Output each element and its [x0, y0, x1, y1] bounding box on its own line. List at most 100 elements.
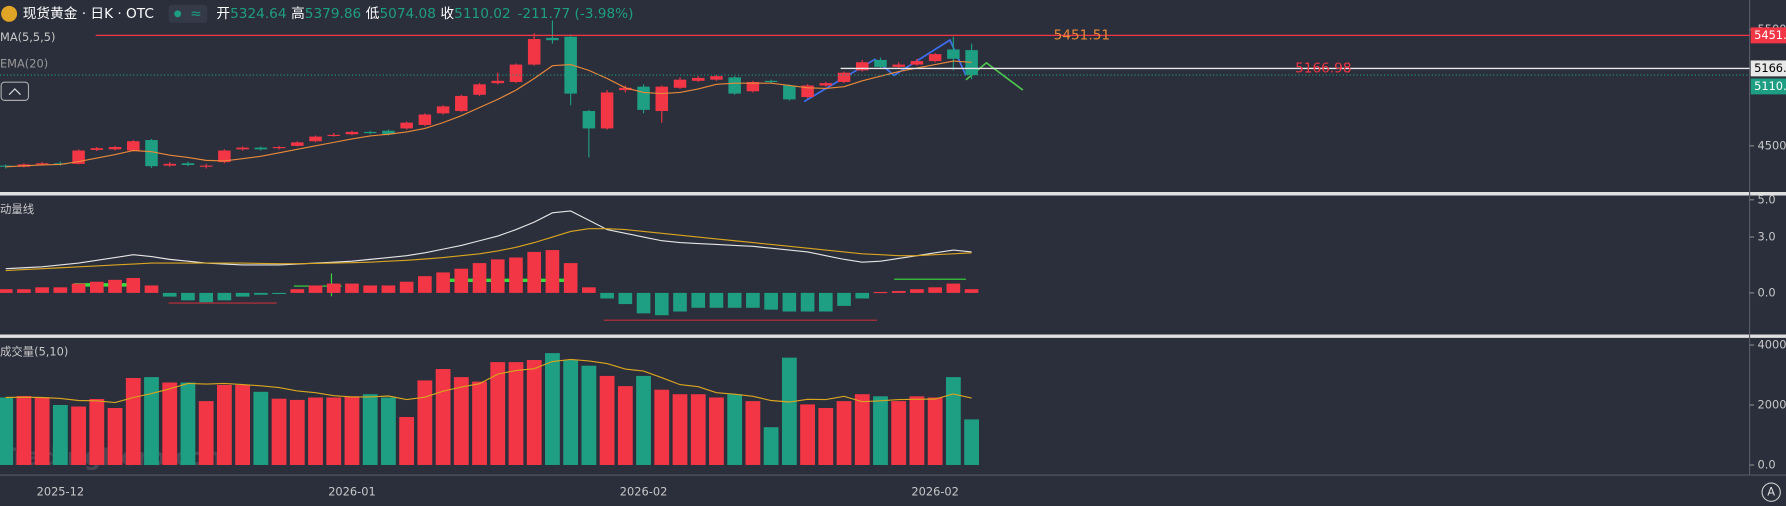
bar: [17, 289, 31, 293]
bar: [690, 394, 706, 465]
candle-body: [837, 72, 851, 82]
status-badge: [168, 4, 208, 23]
bar: [71, 283, 86, 293]
candle-body: [582, 111, 596, 129]
pane-title: 成交量(5,10): [0, 345, 68, 359]
bar: [764, 292, 778, 310]
bar: [472, 263, 487, 293]
bar: [89, 399, 105, 465]
candle-body: [509, 64, 523, 82]
candle-body: [928, 54, 942, 62]
candle-body: [892, 64, 905, 67]
bar: [362, 394, 378, 465]
bar: [289, 399, 305, 465]
bar: [144, 285, 159, 293]
low-value: 5074.08: [379, 6, 435, 22]
bar: [910, 289, 924, 293]
candle-body: [181, 163, 195, 166]
bar: [654, 292, 669, 316]
candle-body: [309, 136, 322, 142]
candle-body: [127, 141, 140, 151]
bar: [125, 378, 141, 465]
bar: [745, 401, 761, 465]
bar: [162, 292, 177, 297]
candle-body: [236, 147, 249, 150]
price-line-label: 5166.98: [1295, 60, 1351, 76]
price-badge-label: 5451.51: [1754, 28, 1786, 42]
candle-body: [473, 84, 486, 95]
bar: [854, 394, 870, 465]
price-badge-label: 5166.98: [1754, 61, 1786, 75]
bar: [271, 398, 287, 465]
candle-body: [965, 50, 978, 76]
bar: [326, 397, 342, 465]
candle-body: [546, 37, 559, 41]
candle-body: [673, 79, 687, 88]
high-label: 高: [291, 5, 305, 22]
bar: [436, 272, 450, 293]
bar: [600, 292, 614, 299]
bar: [399, 281, 414, 293]
x-tick-label: 2026-01: [328, 485, 376, 499]
bar: [599, 375, 615, 465]
bar: [946, 283, 961, 293]
pane-title: MA(5,5,5): [0, 30, 55, 44]
bar: [581, 365, 597, 465]
candle-body: [910, 61, 924, 65]
corner-button[interactable]: [1761, 482, 1781, 502]
bar: [873, 396, 888, 465]
bar: [198, 401, 214, 465]
high-value: 5379.86: [305, 6, 361, 22]
bar: [727, 394, 743, 465]
bar: [345, 283, 359, 293]
y-tick-label: 0.0: [1758, 285, 1776, 299]
candle-body: [35, 163, 49, 165]
y-tick-label: 4500.0: [1758, 138, 1786, 152]
candle-body: [145, 140, 158, 167]
bar: [709, 397, 724, 465]
y-tick-label: 200000: [1758, 398, 1786, 412]
candle-body: [436, 106, 450, 114]
candle-body: [691, 77, 705, 81]
candle-body: [947, 49, 960, 59]
bar: [308, 285, 323, 293]
bar: [272, 292, 286, 295]
candle-body: [291, 142, 304, 146]
candle-body: [655, 86, 669, 112]
candle-body: [855, 62, 869, 71]
candle-body: [54, 163, 67, 165]
bar: [180, 382, 196, 465]
bar: [453, 377, 469, 465]
bar: [618, 292, 633, 305]
candle-body: [455, 95, 468, 112]
bar: [527, 251, 542, 293]
bar: [217, 292, 232, 301]
bar: [617, 386, 633, 465]
bar: [508, 362, 524, 465]
candle-body: [764, 80, 778, 82]
bar: [16, 396, 32, 465]
bar: [53, 287, 68, 293]
candle-body: [619, 87, 632, 91]
bar: [945, 377, 961, 465]
candle-body: [527, 39, 541, 65]
bar: [563, 360, 579, 465]
bar: [490, 259, 505, 293]
candle-body: [783, 85, 796, 100]
bar: [673, 292, 687, 312]
bar: [52, 405, 68, 465]
change-value: -211.77 (-3.98%): [517, 6, 633, 22]
candle-body: [345, 131, 359, 135]
status-dot: [174, 10, 182, 18]
y-tick-label: 5.0: [1758, 192, 1776, 206]
candle-body: [327, 134, 341, 136]
collapse-button[interactable]: [0, 81, 30, 101]
bar: [235, 292, 250, 297]
bar: [800, 404, 815, 465]
x-tick-label: 2026-02: [620, 485, 668, 499]
bar: [308, 397, 323, 465]
indicator-line: [5, 210, 972, 270]
candle-body: [108, 147, 122, 150]
price-badge: [1750, 27, 1786, 44]
